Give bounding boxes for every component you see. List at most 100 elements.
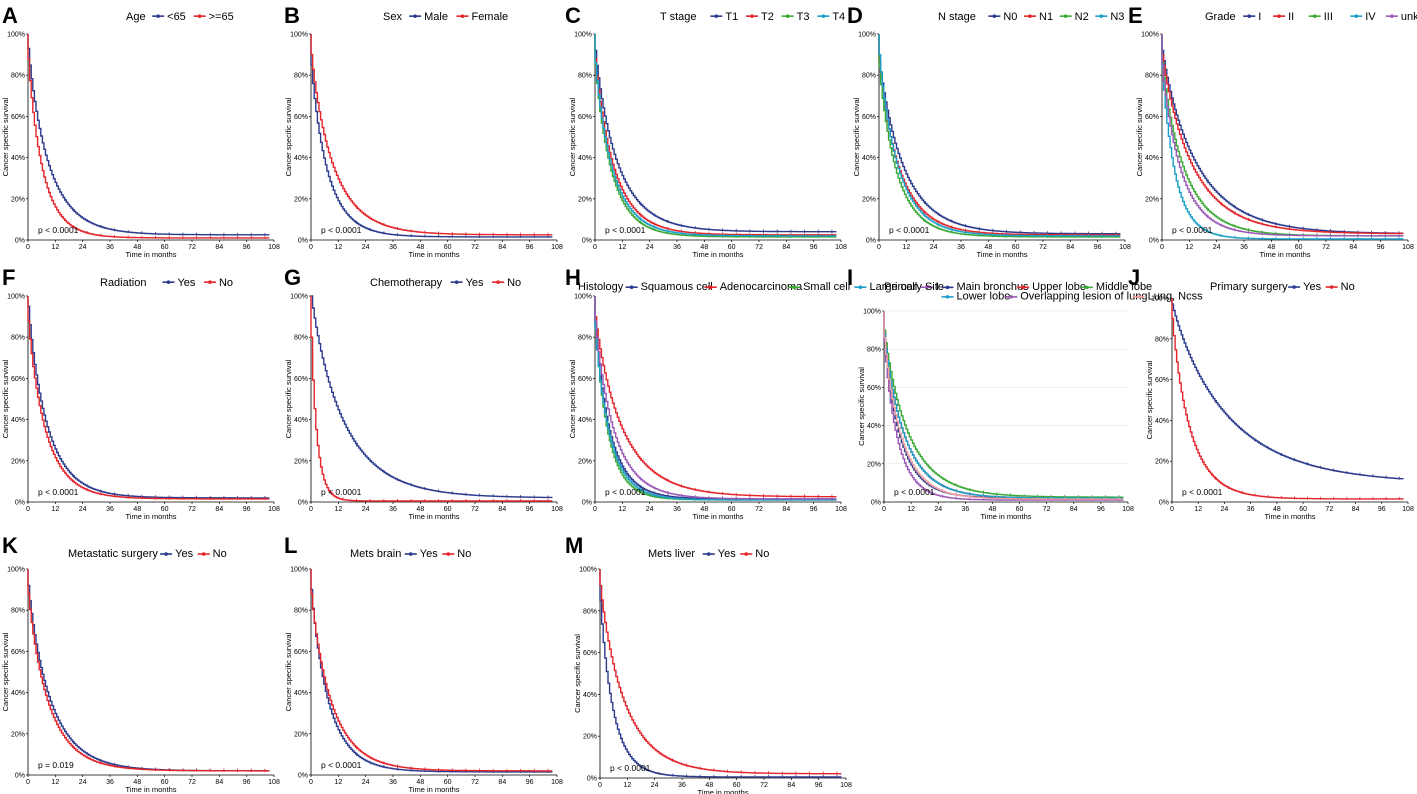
- y-axis-title: Cancer specific survival: [1, 632, 10, 711]
- x-axis-title: Time in months: [981, 512, 1032, 521]
- legend-swatch-dot: [413, 14, 417, 18]
- legend-swatch-dot: [1354, 14, 1359, 18]
- legend-title: Mets liver: [648, 548, 695, 560]
- p-value-label: p < 0.0001: [1172, 225, 1213, 235]
- survival-curve-middle-lobe: [883, 311, 1124, 498]
- y-tick-label: 0%: [15, 238, 25, 245]
- survival-curve-lung-ncss: [883, 311, 1124, 500]
- x-tick-label: 0: [1160, 244, 1164, 251]
- x-tick-label: 96: [526, 779, 534, 786]
- legend-entry: N3: [1110, 11, 1124, 23]
- legend-entry: Yes: [175, 548, 193, 560]
- x-tick-label: 96: [810, 244, 818, 251]
- x-tick-label: 24: [79, 244, 87, 251]
- x-tick-label: 24: [646, 506, 654, 513]
- legend-swatch-dot: [201, 552, 206, 556]
- panel-letter: M: [565, 533, 583, 558]
- y-tick-label: 40%: [294, 155, 308, 162]
- legend-title: Chemotherapy: [370, 277, 443, 289]
- legend-swatch-dot: [446, 552, 451, 556]
- survival-curve-n0: [878, 34, 1121, 235]
- panel-letter: F: [2, 265, 15, 290]
- km-panel-m: M 0% 20% 40% 60% 80% 100% 0 12 24 36 48 60 72 84 96 108 T…: [565, 533, 852, 794]
- x-tick-label: 60: [444, 779, 452, 786]
- x-tick-label: 60: [1016, 506, 1024, 513]
- p-value-label: p < 0.0001: [321, 487, 362, 497]
- x-tick-label: 96: [1378, 506, 1386, 513]
- km-panel-g: G 0% 20% 40% 60% 80% 100% 0 12 24 36 48 60 72 84 96 108 T…: [284, 265, 563, 521]
- x-tick-label: 108: [268, 506, 280, 513]
- survival-curve-male: [310, 34, 553, 238]
- p-value-label: p < 0.0001: [610, 763, 651, 773]
- x-tick-label: 12: [51, 779, 59, 786]
- legend-entry: No: [213, 548, 227, 560]
- x-tick-label: 12: [334, 244, 342, 251]
- legend-entry: II: [1288, 11, 1294, 23]
- x-tick-label: 60: [1295, 244, 1303, 251]
- legend-title: T stage: [660, 11, 697, 23]
- x-tick-label: 108: [1122, 506, 1134, 513]
- legend-title: Primary surgery: [1210, 281, 1288, 293]
- y-tick-label: 40%: [862, 155, 876, 162]
- legend-entry: Yes: [1303, 281, 1321, 293]
- survival-curve-i: [1161, 34, 1404, 234]
- legend-entry: No: [1341, 281, 1355, 293]
- y-tick-label: 60%: [11, 376, 25, 383]
- x-tick-label: 96: [526, 244, 534, 251]
- x-tick-label: 72: [1322, 244, 1330, 251]
- km-panel-b: B 0% 20% 40% 60% 80% 100% 0 12 24 36 48 60 72 84 96 108 T…: [284, 3, 563, 259]
- x-tick-label: 84: [782, 244, 790, 251]
- survival-curve-upper-lobe: [883, 311, 1124, 499]
- x-tick-label: 12: [618, 506, 626, 513]
- x-tick-label: 96: [243, 244, 251, 251]
- x-axis-title: Time in months: [126, 250, 177, 259]
- x-tick-label: 84: [498, 244, 506, 251]
- y-tick-label: 80%: [862, 73, 876, 80]
- legend-swatch-dot: [1277, 14, 1281, 18]
- x-tick-label: 48: [1273, 506, 1281, 513]
- y-tick-label: 80%: [867, 347, 881, 354]
- x-tick-label: 108: [551, 779, 563, 786]
- x-tick-label: 108: [268, 244, 280, 251]
- legend: Mets liver Yes No: [648, 548, 769, 560]
- x-tick-label: 36: [106, 506, 114, 513]
- x-tick-label: 24: [934, 506, 942, 513]
- survival-curve-female: [310, 34, 553, 236]
- x-tick-label: 12: [334, 779, 342, 786]
- legend-title: Metastatic surgery: [68, 548, 158, 560]
- legend-swatch-dot: [1136, 295, 1141, 299]
- y-tick-label: 40%: [578, 417, 592, 424]
- y-tick-label: 20%: [294, 731, 308, 738]
- survival-curve-yes: [27, 296, 270, 499]
- panel-letter: A: [2, 3, 18, 28]
- x-tick-label: 48: [133, 779, 141, 786]
- x-tick-label: 48: [416, 779, 424, 786]
- x-tick-label: 96: [1377, 244, 1385, 251]
- x-tick-label: 84: [215, 506, 223, 513]
- y-tick-label: 100%: [1141, 32, 1159, 39]
- survival-curve-unknown: [1161, 34, 1404, 237]
- x-tick-label: 84: [215, 244, 223, 251]
- y-tick-label: 40%: [1155, 418, 1169, 425]
- y-tick-label: 40%: [1145, 155, 1159, 162]
- y-tick-label: 100%: [574, 32, 592, 39]
- y-tick-label: 40%: [578, 155, 592, 162]
- x-tick-label: 72: [1043, 506, 1051, 513]
- x-tick-label: 36: [1247, 506, 1255, 513]
- y-tick-label: 60%: [294, 376, 308, 383]
- legend-entry: <65: [167, 11, 186, 23]
- survival-curve-yes: [311, 295, 553, 499]
- y-tick-label: 60%: [578, 376, 592, 383]
- y-tick-label: 0%: [587, 776, 597, 783]
- panel-letter: G: [284, 265, 301, 290]
- y-tick-label: 100%: [290, 32, 308, 39]
- legend-swatch-dot: [750, 14, 754, 18]
- p-value-label: p < 0.0001: [321, 760, 362, 770]
- legend-swatch-dot: [454, 280, 459, 284]
- x-tick-label: 60: [728, 244, 736, 251]
- legend: N stage N0 N1 N2 N3: [938, 11, 1124, 23]
- x-axis-title: Time in months: [409, 512, 460, 521]
- y-tick-label: 80%: [578, 73, 592, 80]
- x-tick-label: 48: [416, 244, 424, 251]
